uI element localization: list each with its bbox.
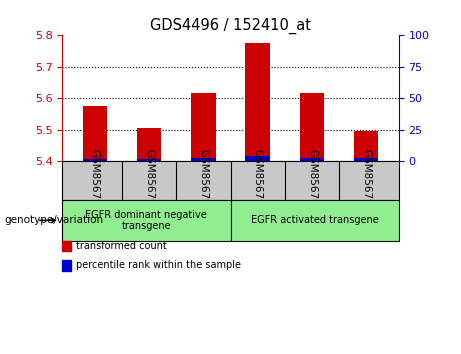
Bar <box>83 159 107 161</box>
Text: percentile rank within the sample: percentile rank within the sample <box>76 261 241 270</box>
Text: GSM856797: GSM856797 <box>361 149 371 212</box>
Bar <box>191 93 216 161</box>
Text: EGFR dominant negative
transgene: EGFR dominant negative transgene <box>85 210 207 231</box>
Text: genotype/variation: genotype/variation <box>5 215 104 225</box>
Bar <box>300 93 324 161</box>
Text: GSM856795: GSM856795 <box>253 149 263 212</box>
Bar <box>245 43 270 161</box>
Bar <box>191 158 216 161</box>
Bar <box>245 156 270 161</box>
Bar <box>354 131 378 161</box>
Bar <box>137 159 161 161</box>
Text: transformed count: transformed count <box>76 241 167 251</box>
Bar <box>137 128 161 161</box>
Text: EGFR activated transgene: EGFR activated transgene <box>251 215 378 225</box>
Text: GSM856794: GSM856794 <box>198 149 208 212</box>
Text: GSM856792: GSM856792 <box>90 149 100 212</box>
Title: GDS4496 / 152410_at: GDS4496 / 152410_at <box>150 18 311 34</box>
Bar <box>354 158 378 161</box>
Text: GSM856793: GSM856793 <box>144 149 154 212</box>
Bar <box>300 158 324 161</box>
Bar <box>83 106 107 161</box>
Text: GSM856796: GSM856796 <box>307 149 317 212</box>
